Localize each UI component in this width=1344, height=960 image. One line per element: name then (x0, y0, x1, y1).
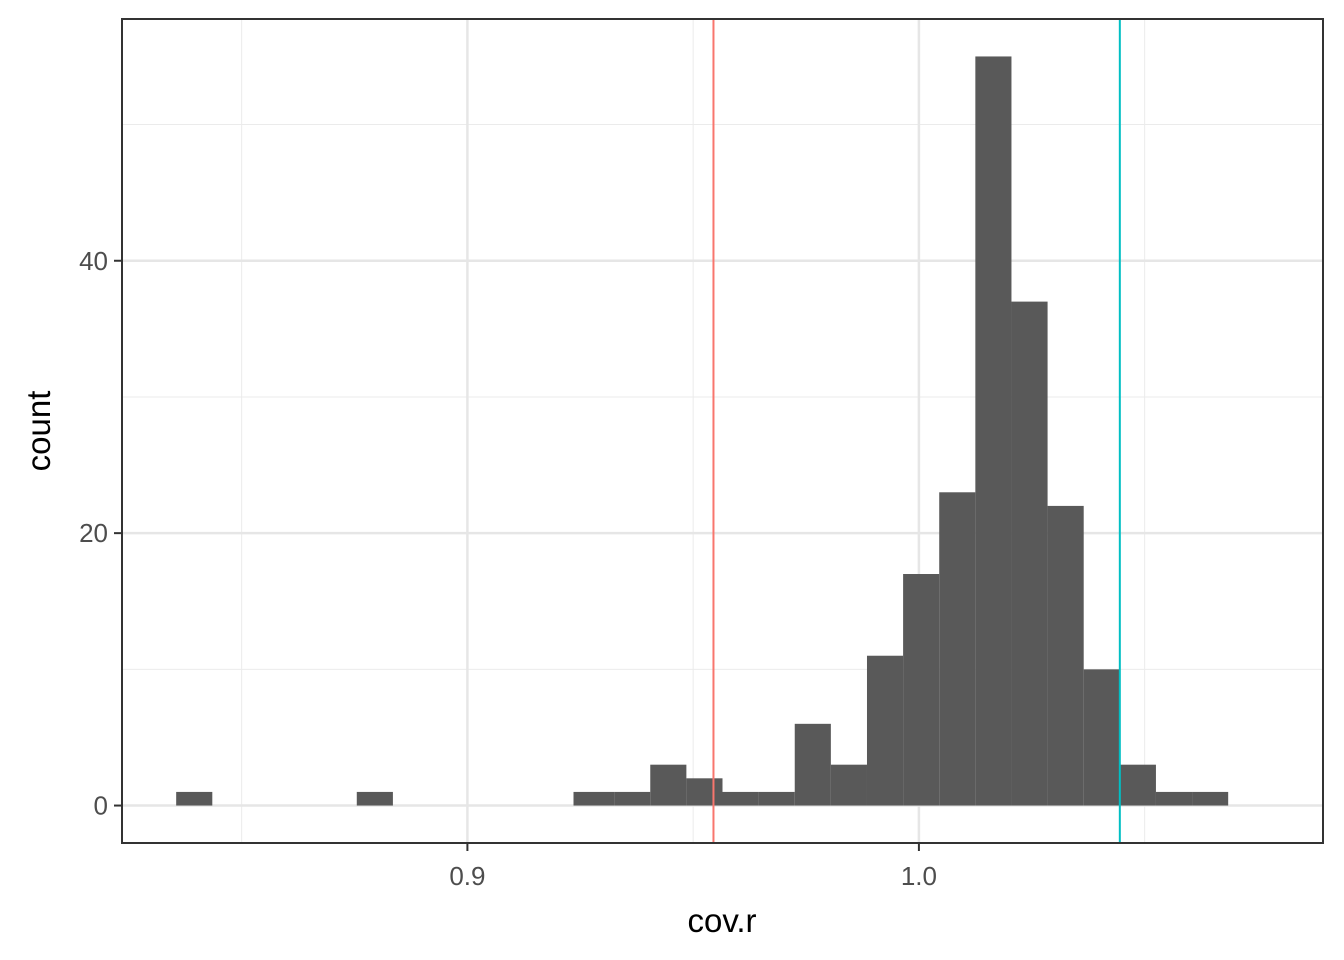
histogram-bar (903, 574, 940, 806)
histogram-bar (573, 791, 615, 806)
panel-background (122, 19, 1323, 843)
histogram-bar (975, 56, 1012, 806)
histogram-bar (1192, 791, 1229, 806)
histogram-bar (1011, 301, 1048, 806)
histogram-bar (1083, 669, 1120, 806)
histogram-bar (758, 791, 795, 806)
plot-panel (121, 18, 1324, 844)
x-tick-label: 1.0 (901, 861, 937, 891)
panel-border (121, 18, 1324, 844)
y-tick-label: 20 (79, 518, 108, 548)
y-tick-label: 40 (79, 246, 108, 276)
histogram-bar (650, 764, 687, 806)
histogram-bar (794, 723, 831, 806)
histogram-bars (176, 56, 1229, 806)
histogram-bar (1119, 764, 1156, 806)
histogram-bar (939, 492, 976, 806)
histogram-bar (1047, 505, 1084, 806)
histogram-bar (722, 791, 759, 806)
x-axis: 0.9 1.0 (449, 843, 937, 891)
y-axis-title: count (20, 391, 57, 472)
x-tick-label: 0.9 (449, 861, 485, 891)
histogram-bar (1155, 791, 1193, 806)
histogram-bar (176, 791, 213, 806)
minor-gridlines (122, 19, 1323, 843)
x-axis-title: cov.r (687, 902, 756, 939)
histogram-bar (356, 791, 393, 806)
histogram-bar (830, 764, 867, 806)
histogram-bar (866, 655, 904, 806)
histogram-bar (686, 778, 723, 806)
y-tick-label: 0 (94, 791, 108, 821)
histogram-bar (614, 791, 651, 806)
y-axis: 0 20 40 (79, 246, 122, 821)
reference-lines (712, 19, 1121, 843)
